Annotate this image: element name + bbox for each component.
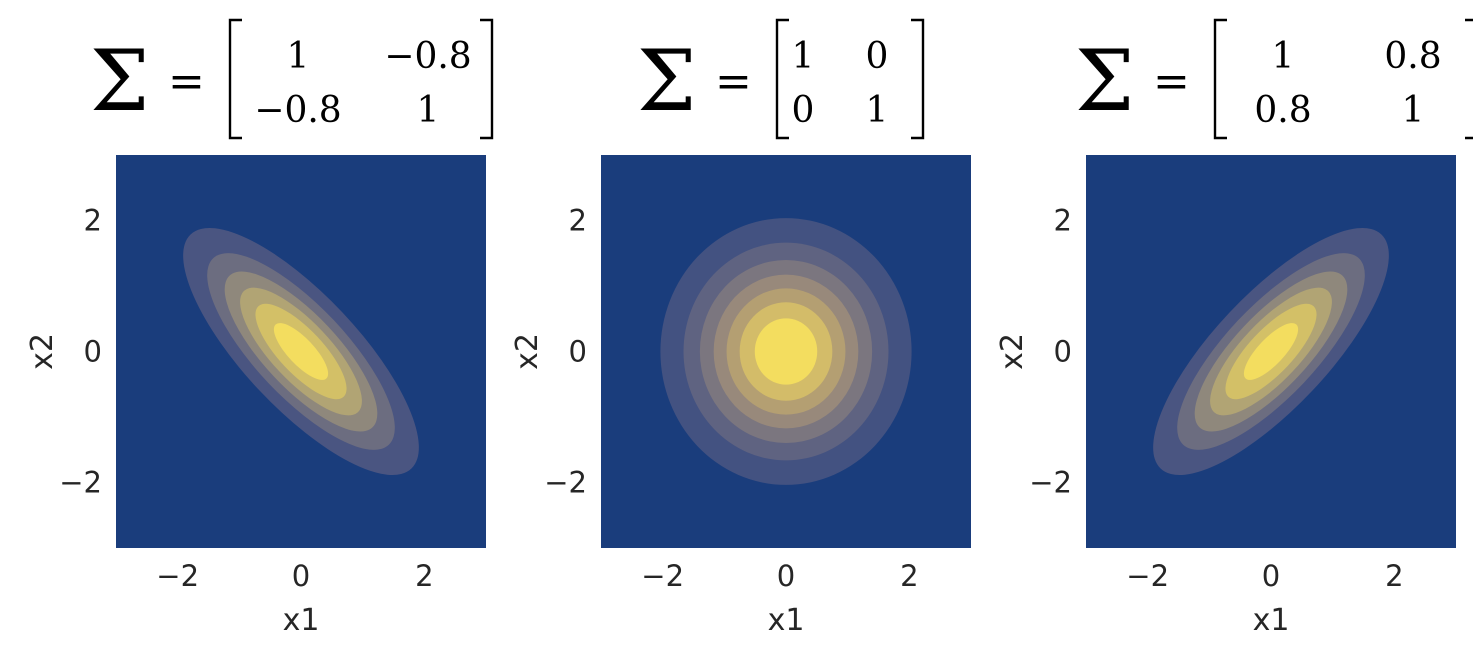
matrix-entry: 1 [866, 90, 889, 131]
y-tick-label: 0 [569, 335, 587, 369]
panel-3: −2 0 2 −2 0 2 x1 x2 Σ = 1 0.8 0.8 1 [995, 18, 1473, 638]
matrix-entry: −0.8 [254, 90, 341, 131]
matrix-right-bracket [911, 18, 925, 140]
matrix-entry: 0 [792, 90, 815, 131]
title-equals: = [1153, 56, 1190, 107]
x-tick-label: 2 [900, 559, 918, 593]
matrix-left-bracket [228, 18, 242, 140]
matrix-entry: 0.8 [1254, 90, 1311, 131]
contour-fills [660, 218, 912, 485]
y-tick-label: 0 [1054, 335, 1072, 369]
matrix-entry: 1 [1272, 36, 1295, 77]
x-tick-label: 0 [1262, 559, 1280, 593]
x-tick-label: −2 [156, 559, 199, 593]
x-tick-label: 2 [1385, 559, 1403, 593]
panel-2: −2 0 2 −2 0 2 x1 x2 Σ = 1 0 0 1 [510, 18, 971, 638]
x-axis-label: x1 [768, 603, 805, 638]
y-tick-label: 2 [1054, 204, 1072, 238]
matrix-entry: 1 [417, 90, 440, 131]
panel-title: Σ = 1 0 0 1 [637, 18, 925, 140]
title-sigma: Σ [90, 32, 149, 130]
title-equals: = [715, 56, 752, 107]
matrix-right-bracket [480, 18, 494, 140]
matrix-entry: 1 [1402, 90, 1425, 131]
matrix-left-bracket [1213, 18, 1227, 140]
contour-level-6 [1243, 323, 1299, 380]
x-tick-label: −2 [641, 559, 684, 593]
title-sigma: Σ [1075, 32, 1134, 130]
x-axis-label: x1 [283, 603, 320, 638]
y-tick-label: −2 [1029, 466, 1072, 500]
y-tick-label: 2 [84, 204, 102, 238]
y-axis-label: x2 [995, 333, 1030, 370]
panel-1: −2 0 2 −2 0 2 x1 x2 Σ = 1 −0.8 −0.8 1 [25, 18, 494, 638]
y-tick-label: 2 [569, 204, 587, 238]
contour-fills [183, 227, 419, 476]
x-tick-label: 2 [415, 559, 433, 593]
x-tick-label: 0 [292, 559, 310, 593]
matrix-entry: 0.8 [1384, 36, 1441, 77]
contour-level-7 [754, 318, 818, 385]
x-tick-label: 0 [777, 559, 795, 593]
title-equals: = [168, 56, 205, 107]
y-axis-label: x2 [25, 333, 60, 370]
panel-title: Σ = 1 −0.8 −0.8 1 [90, 18, 494, 140]
contour-level-6 [273, 323, 329, 380]
y-axis-label: x2 [510, 333, 545, 370]
panel-title: Σ = 1 0.8 0.8 1 [1075, 18, 1473, 140]
contour-fills [1153, 227, 1389, 476]
matrix-right-bracket [1465, 18, 1473, 140]
matrix-entry: 1 [287, 36, 310, 77]
y-tick-label: −2 [544, 466, 587, 500]
y-tick-label: −2 [59, 466, 102, 500]
title-sigma: Σ [637, 32, 696, 130]
matrix-left-bracket [775, 18, 789, 140]
x-axis-label: x1 [1253, 603, 1290, 638]
matrix-entry: −0.8 [384, 36, 471, 77]
matrix-entry: 1 [792, 36, 815, 77]
x-tick-label: −2 [1126, 559, 1169, 593]
y-tick-label: 0 [84, 335, 102, 369]
matrix-entry: 0 [866, 36, 889, 77]
